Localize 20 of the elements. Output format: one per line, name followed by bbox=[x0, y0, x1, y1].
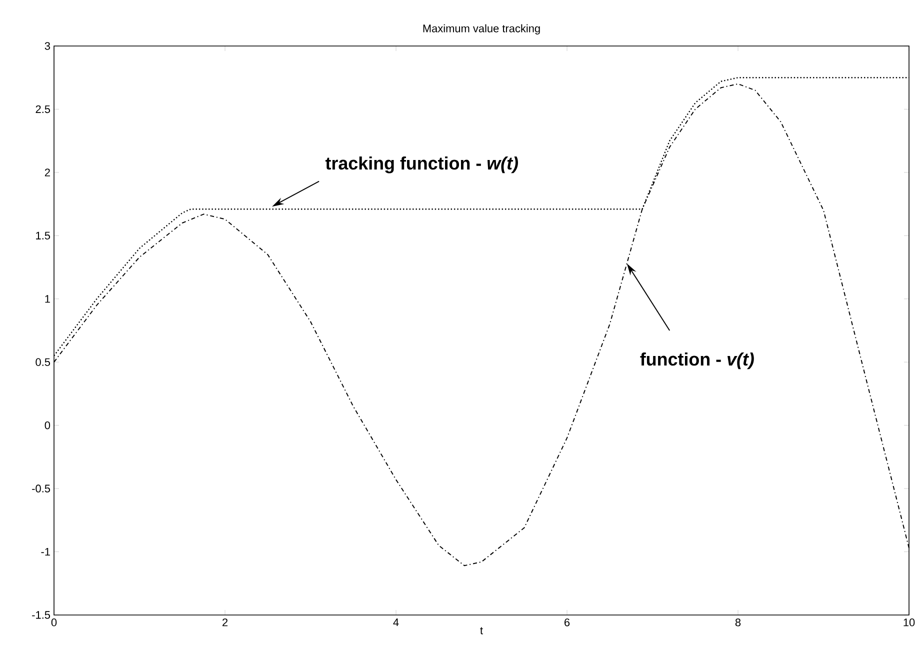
chart-title: Maximum value tracking bbox=[423, 24, 540, 34]
y-tick-label: -1.5 bbox=[32, 611, 50, 619]
x-tick-label: 10 bbox=[904, 618, 915, 626]
y-tick-label: 1.5 bbox=[36, 232, 50, 240]
y-tick-label: 3 bbox=[44, 42, 50, 50]
x-axis-title: t bbox=[480, 627, 483, 634]
y-tick-label: 1 bbox=[45, 295, 50, 303]
y-tick-label: -1 bbox=[41, 548, 50, 556]
annotation: tracking function - w(t) bbox=[325, 156, 518, 174]
y-tick-label: 0.5 bbox=[36, 358, 50, 366]
annotation: function - v(t) bbox=[640, 352, 754, 370]
y-tick-label: 2.5 bbox=[36, 105, 50, 114]
x-tick-label: 0 bbox=[51, 618, 57, 626]
y-tick-label: 0 bbox=[44, 421, 50, 430]
x-tick-label: 2 bbox=[222, 618, 228, 626]
x-tick-label: 4 bbox=[393, 618, 399, 626]
y-tick-label: 2 bbox=[44, 168, 50, 176]
x-tick-label: 6 bbox=[564, 618, 570, 626]
y-tick-label: -0.5 bbox=[32, 484, 50, 492]
x-tick-label: 8 bbox=[735, 618, 741, 626]
